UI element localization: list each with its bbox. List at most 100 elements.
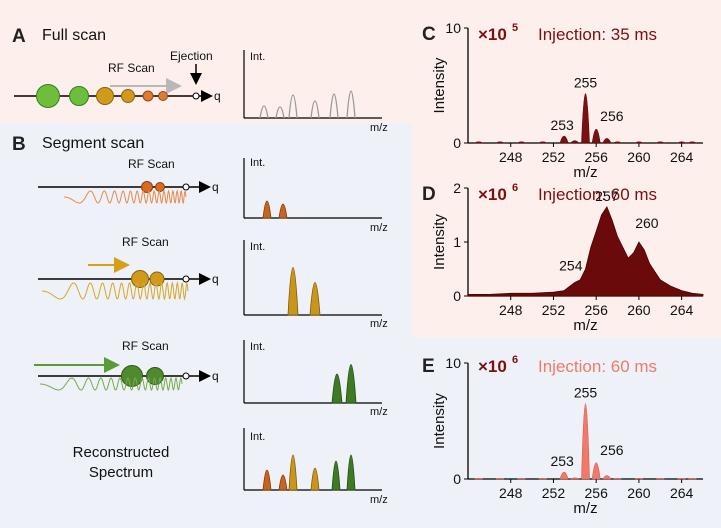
chart-d-x-tick-label: 264 xyxy=(670,302,694,318)
panel-c-letter: C xyxy=(422,24,436,45)
row1-peak-2 xyxy=(278,203,288,219)
chart-e-peak xyxy=(591,462,601,480)
panel-c-chart: C ×10 5 Injection: 35 ms 0 10 248 252 256 260… xyxy=(422,20,703,181)
row2-ion-cloud-1 xyxy=(131,270,149,288)
panel-d-exponent: 6 xyxy=(512,182,518,194)
panel-a-int-label: Int. xyxy=(250,51,265,63)
row3-int-label: Int. xyxy=(250,341,265,353)
row2-int-label: Int. xyxy=(250,241,265,253)
chart-d-x-axis-label: m/z xyxy=(573,317,597,334)
panel-c-injection: Injection: 35 ms xyxy=(538,25,657,44)
panel-a-ejection-label: Ejection xyxy=(170,49,213,63)
chart-e-peak xyxy=(613,478,622,480)
panel-d-chart: D ×10 6 Injection: 60 ms 0 1 2 248 252 256 260… xyxy=(422,180,704,334)
chart-c-y-tick-label: 0 xyxy=(453,135,461,151)
chart-e-peak xyxy=(495,478,505,480)
chart-c-peak xyxy=(559,135,569,144)
row2-rf-waveform xyxy=(42,281,189,301)
chart-c-peak xyxy=(612,141,623,144)
chart-c-x-tick-label: 248 xyxy=(499,149,523,165)
chart-d-x-tick-label: 248 xyxy=(499,302,523,318)
chart-e-peak xyxy=(656,478,665,480)
panel-e-chart: E ×10 6 Injection: 60 ms 0 10 248 252 256 260… xyxy=(422,354,703,517)
row2-ejection-point xyxy=(182,275,190,283)
row1-ion-cloud-1 xyxy=(141,181,153,193)
chart-c-x-axis-label: m/z xyxy=(573,164,597,181)
row3-q-label: q xyxy=(212,369,219,383)
reconstructed-peak-3 xyxy=(288,454,298,491)
full-scan-peak-1 xyxy=(259,105,269,119)
chart-c-peak xyxy=(687,141,698,144)
panel-a-rf-scan-label: RF Scan xyxy=(108,61,155,75)
reconstructed-peak-2 xyxy=(278,474,288,491)
ion-cloud-large-1 xyxy=(36,84,60,108)
row3-ejection-point xyxy=(182,372,190,380)
segment-row-1: RF Scan q Int. m/z xyxy=(38,157,388,234)
chart-d-x-tick-label: 260 xyxy=(627,302,651,318)
chart-c-peak xyxy=(655,141,666,144)
chart-d-peak-label: 260 xyxy=(635,215,659,231)
chart-d-y-tick-label: 1 xyxy=(453,234,461,250)
panel-d-injection: Injection: 60 ms xyxy=(538,185,657,204)
ion-cloud-small-1 xyxy=(142,90,154,102)
chart-c-peak-label: 255 xyxy=(574,75,598,91)
row2-q-label: q xyxy=(212,272,219,286)
chart-e-peak-label: 255 xyxy=(574,385,598,401)
ion-cloud-large-2 xyxy=(69,86,89,106)
chart-e-peak xyxy=(634,478,643,480)
row1-int-label: Int. xyxy=(250,157,265,169)
row3-peak-1 xyxy=(331,373,343,404)
panel-b: B Segment scan RF Scan q Int. m/z RF Sca… xyxy=(12,134,388,506)
row3-rf-scan-label: RF Scan xyxy=(122,339,169,353)
chart-d-x-tick-label: 256 xyxy=(585,302,609,318)
chart-c-peak xyxy=(473,141,484,144)
chart-e-peak xyxy=(602,475,612,480)
panel-b-letter: B xyxy=(12,134,26,155)
chart-e-x-tick-label: 260 xyxy=(627,485,651,501)
ion-cloud-small-2 xyxy=(158,91,168,101)
row1-ion-cloud-2 xyxy=(155,182,165,192)
panel-e-multiplier: ×10 xyxy=(478,357,507,376)
chart-c-peak xyxy=(516,141,527,144)
chart-e-x-tick-label: 256 xyxy=(585,485,609,501)
chart-e-peak xyxy=(538,478,547,480)
chart-d-y-axis-label: Intensity xyxy=(431,214,448,270)
full-scan-peak-2 xyxy=(275,106,285,119)
row1-rf-scan-label: RF Scan xyxy=(128,157,175,171)
ion-cloud-medium-2 xyxy=(121,89,135,103)
panel-e-background xyxy=(412,338,721,528)
panel-a-letter: A xyxy=(12,26,26,47)
chart-c-peak-label: 253 xyxy=(550,117,574,133)
chart-d-area xyxy=(467,206,704,297)
row1-rf-waveform xyxy=(64,189,187,205)
reconstructed-peak-5 xyxy=(331,460,341,491)
reconstructed-peak-1 xyxy=(262,469,272,491)
row2-mz-label: m/z xyxy=(370,318,388,330)
row1-peak-1 xyxy=(262,200,272,219)
row3-rf-waveform xyxy=(40,376,183,392)
chart-c-peak xyxy=(570,140,580,144)
panel-c-exponent: 5 xyxy=(512,22,518,34)
row1-q-label: q xyxy=(212,180,219,194)
chart-c-x-tick-label: 260 xyxy=(627,149,651,165)
panel-a-title: Full scan xyxy=(42,27,106,44)
chart-e-peak xyxy=(569,477,580,480)
row3-peak-2 xyxy=(345,364,357,404)
chart-e-peak xyxy=(677,478,686,480)
chart-c-x-tick-label: 264 xyxy=(670,149,694,165)
chart-e-peak xyxy=(688,478,697,480)
full-scan-peak-5 xyxy=(329,93,339,119)
row2-peak-2 xyxy=(309,282,321,316)
chart-c-peak xyxy=(581,93,590,144)
chart-e-x-tick-label: 264 xyxy=(670,485,694,501)
chart-d-peak-label: 254 xyxy=(559,258,583,274)
chart-c-x-tick-label: 256 xyxy=(585,149,609,165)
ejection-point xyxy=(192,92,200,100)
chart-c-x-tick-label: 252 xyxy=(542,149,566,165)
panel-a-q-label: q xyxy=(214,89,221,103)
chart-e-peak xyxy=(581,403,590,480)
chart-e-peak xyxy=(559,471,569,480)
panel-b-title: Segment scan xyxy=(42,135,144,152)
chart-d-x-tick-label: 252 xyxy=(542,302,566,318)
